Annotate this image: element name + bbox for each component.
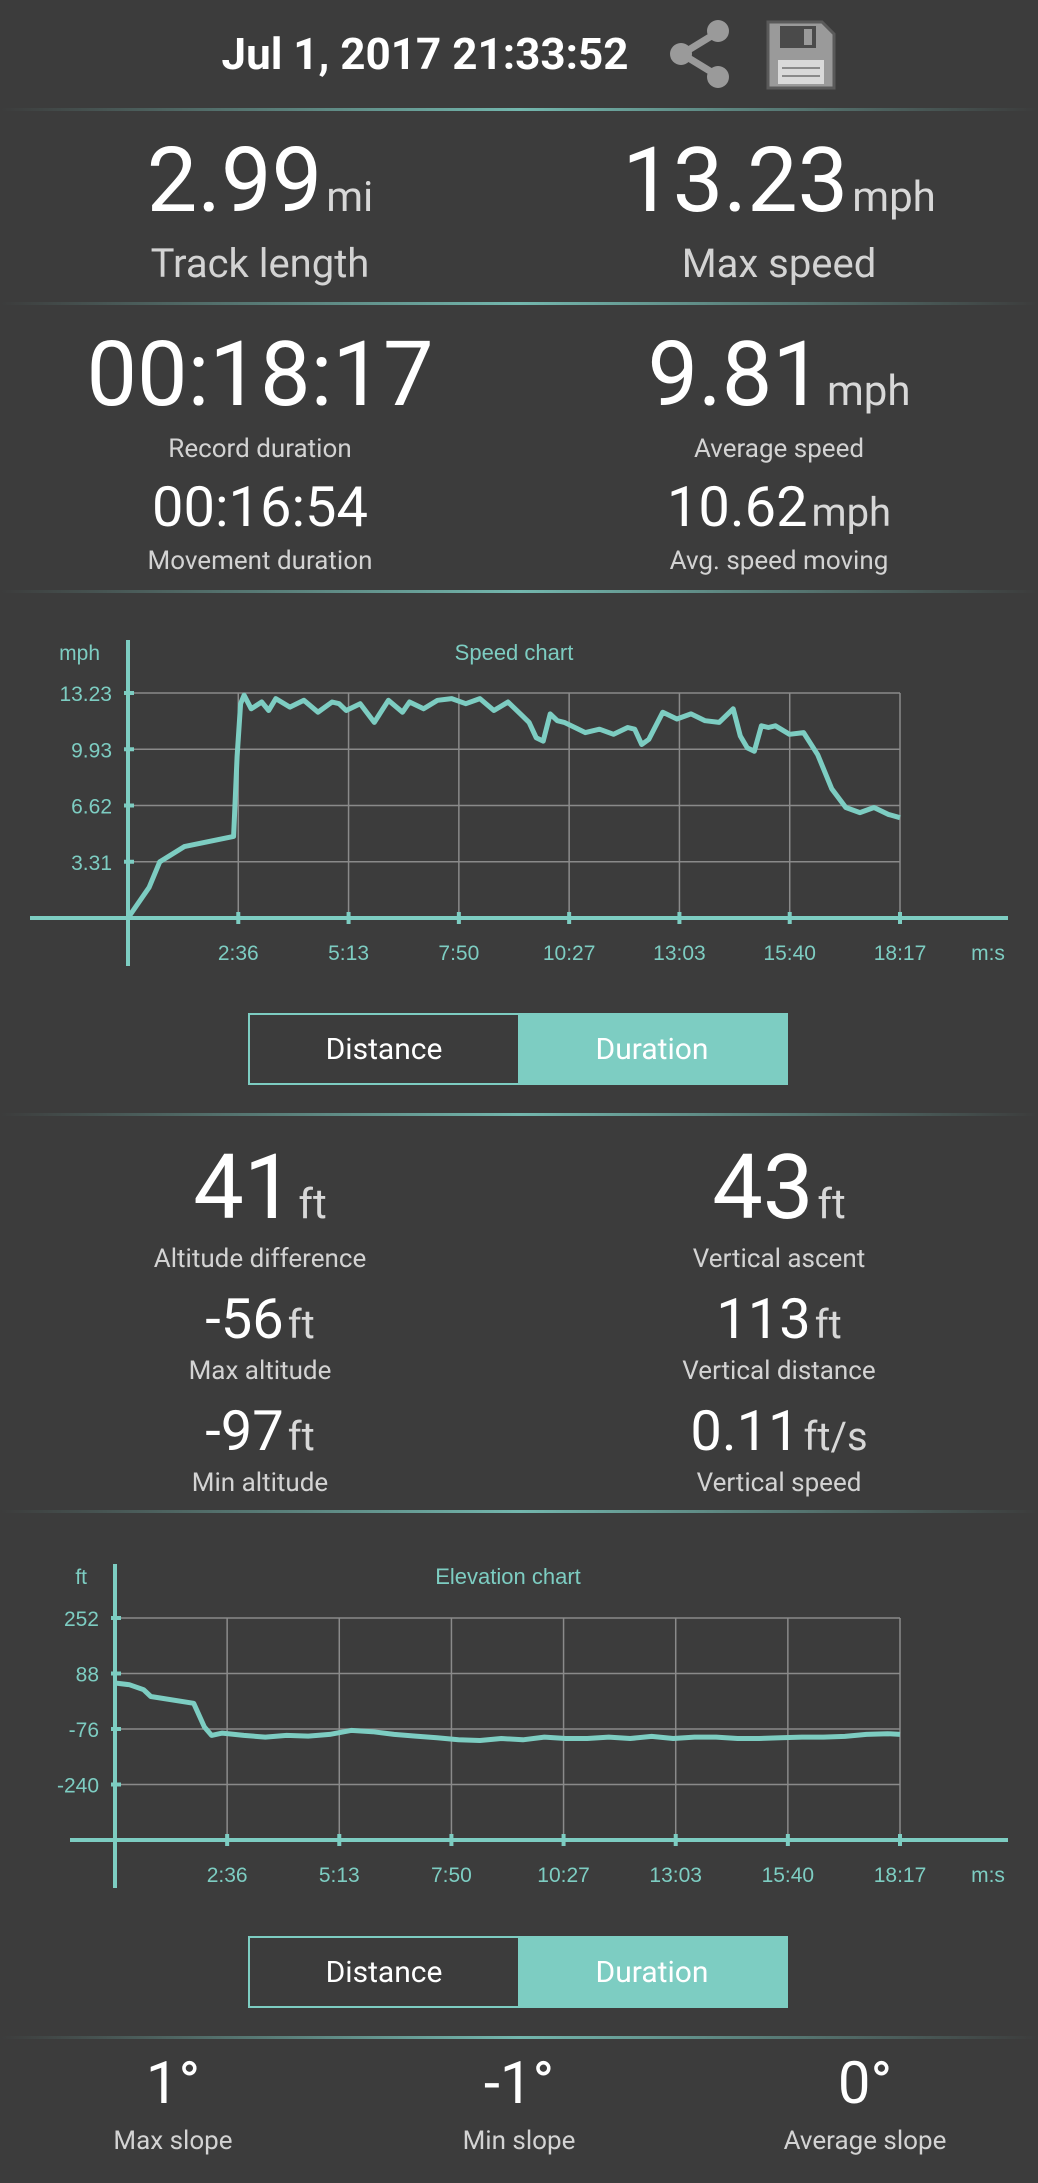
min-slope-value: -1° [483, 2050, 555, 2118]
record-duration-value: 00:18:17 [86, 322, 434, 427]
max-speed-unit: mph [852, 173, 936, 222]
speed-distance-tab[interactable]: Distance [325, 1031, 443, 1067]
min-altitude-value: -97 ft [0, 1398, 520, 1464]
elevation-duration-tab[interactable]: Duration [518, 1938, 786, 2006]
average-slope-value: 0° [837, 2050, 893, 2118]
vertical-distance-number: 113 [716, 1286, 811, 1352]
max-speed-number: 13.23 [622, 128, 849, 233]
data-line [125, 692, 901, 920]
min-altitude-label: Min altitude [191, 1468, 329, 1498]
vertical-speed-label: Vertical speed [696, 1468, 862, 1498]
avg-speed-moving-label: Avg. speed moving [669, 546, 889, 576]
vertical-distance-label: Vertical distance [682, 1356, 876, 1386]
x-axis-label: m:s [971, 1864, 1005, 1887]
vertical-ascent-number: 43 [712, 1135, 814, 1240]
average-speed-unit: mph [826, 367, 911, 416]
x-tick-label: 13:03 [653, 942, 706, 965]
y-tick-label: 13.23 [59, 683, 112, 706]
movement-duration-label: Movement duration [147, 546, 373, 576]
x-tick-label: 10:27 [537, 1864, 590, 1887]
vertical-ascent-label: Vertical ascent [692, 1244, 866, 1274]
data-line [114, 1680, 901, 1743]
min-slope-label: Min slope [462, 2126, 576, 2156]
vertical-speed-value: 0.11 ft/s [520, 1398, 1038, 1464]
x-tick-label: 18:17 [874, 1864, 927, 1887]
elevation-distance-tab[interactable]: Distance [325, 1954, 443, 1990]
track-length-value: 2.99 mi [0, 128, 520, 233]
avg-speed-moving-number: 10.62 [666, 474, 808, 540]
x-tick-label: 18:17 [874, 942, 927, 965]
record-datetime: Jul 1, 2017 21:33:52 [221, 28, 629, 80]
altitude-difference-label: Altitude difference [153, 1244, 367, 1274]
min-altitude-unit: ft [287, 1413, 315, 1460]
y-axis-label: mph [59, 642, 100, 665]
max-speed-label: Max speed [681, 240, 877, 287]
y-tick-label: 252 [64, 1608, 99, 1631]
track-length-number: 2.99 [146, 128, 323, 233]
avg-speed-moving-value: 10.62 mph [520, 474, 1038, 540]
elevation-chart-mode-toggle: Distance Duration [248, 1936, 788, 2008]
record-duration-label: Record duration [168, 434, 352, 464]
y-tick-label: 3.31 [71, 852, 112, 875]
vertical-ascent-value: 43 ft [520, 1135, 1038, 1240]
max-speed-value: 13.23 mph [520, 128, 1038, 233]
x-tick-label: 7:50 [438, 942, 479, 965]
average-speed-label: Average speed [693, 434, 865, 464]
x-tick-label: 2:36 [218, 942, 259, 965]
y-tick-label: 88 [76, 1664, 99, 1687]
vertical-ascent-unit: ft [817, 1180, 846, 1229]
max-slope-label: Max slope [113, 2126, 233, 2156]
avg-speed-moving-unit: mph [811, 489, 892, 536]
max-altitude-unit: ft [287, 1301, 315, 1348]
altitude-difference-number: 41 [193, 1135, 295, 1240]
y-tick-label: -76 [69, 1719, 99, 1742]
x-tick-label: 5:13 [328, 942, 369, 965]
x-tick-label: 7:50 [431, 1864, 472, 1887]
x-tick-label: 15:40 [763, 942, 816, 965]
movement-duration-value: 00:16:54 [152, 474, 368, 540]
max-altitude-number: -56 [205, 1286, 284, 1352]
max-altitude-value: -56 ft [0, 1286, 520, 1352]
speed-duration-tab[interactable]: Duration [518, 1015, 786, 1083]
track-length-label: Track length [150, 240, 370, 287]
y-tick-label: -240 [57, 1775, 99, 1798]
average-speed-value: 9.81 mph [520, 322, 1038, 427]
y-tick-label: 9.93 [71, 739, 112, 762]
max-slope-value: 1° [145, 2050, 201, 2118]
x-tick-label: 15:40 [762, 1864, 815, 1887]
vertical-distance-value: 113 ft [520, 1286, 1038, 1352]
speed-chart-mode-toggle: Distance Duration [248, 1013, 788, 1085]
x-tick-label: 10:27 [543, 942, 596, 965]
x-tick-label: 5:13 [319, 1864, 360, 1887]
altitude-difference-value: 41 ft [0, 1135, 520, 1240]
vertical-speed-number: 0.11 [690, 1398, 800, 1464]
vertical-speed-unit: ft/s [803, 1413, 868, 1460]
average-speed-number: 9.81 [647, 322, 823, 427]
elevation-chart: -240 -76 88 252 2:36 5:13 7:50 10:27 13:03 15:40 1… [57, 1564, 1008, 1888]
average-slope-label: Average slope [783, 2126, 947, 2156]
track-length-unit: mi [326, 173, 374, 222]
x-tick-label: 13:03 [649, 1864, 702, 1887]
save-icon[interactable] [764, 18, 838, 92]
x-tick-label: 2:36 [207, 1864, 248, 1887]
altitude-difference-unit: ft [298, 1180, 327, 1229]
y-axis-label: ft [75, 1566, 87, 1589]
speed-chart: 3.31 6.62 9.93 13.23 2:36 5:13 7:50 10:27 13:03 1… [30, 640, 1008, 966]
chart-title: Elevation chart [435, 1564, 581, 1589]
vertical-distance-unit: ft [814, 1301, 842, 1348]
chart-title: Speed chart [455, 640, 574, 665]
min-altitude-number: -97 [205, 1398, 284, 1464]
max-altitude-label: Max altitude [188, 1356, 332, 1386]
x-axis-label: m:s [971, 942, 1005, 965]
share-icon[interactable] [662, 16, 738, 92]
y-tick-label: 6.62 [71, 796, 112, 819]
